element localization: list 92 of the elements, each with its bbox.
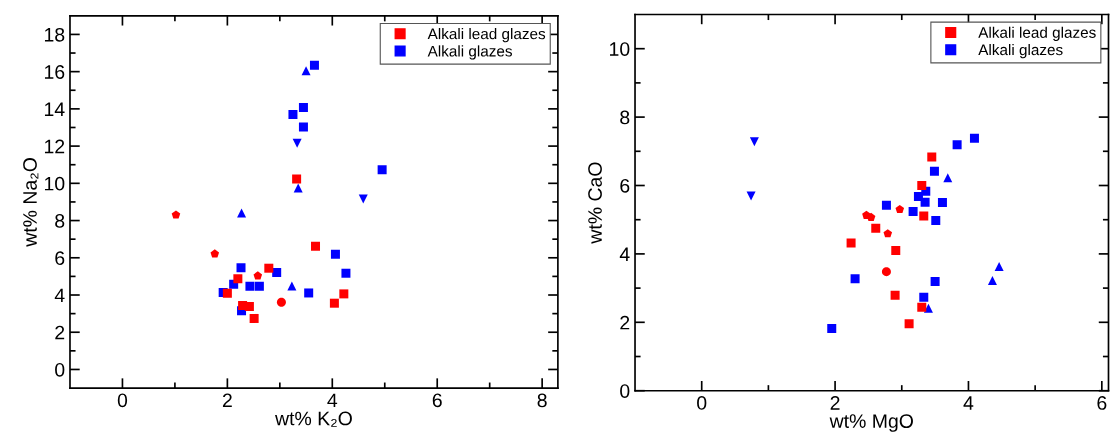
point (311, 241, 321, 251)
y-tick-label: 8 (620, 110, 630, 125)
y-tick-label: 0 (620, 384, 630, 398)
point (253, 271, 263, 280)
point (339, 289, 349, 299)
y-tick-label: 4 (54, 288, 65, 303)
y-tick-label: 6 (620, 178, 630, 193)
point (952, 140, 962, 150)
x-tick-label: 4 (963, 396, 974, 410)
point (244, 302, 254, 312)
y-tick-label: 4 (619, 247, 630, 261)
x-tick-label: 4 (327, 393, 338, 408)
point (881, 200, 891, 210)
point (846, 238, 856, 248)
x-tick-label: 0 (697, 396, 707, 410)
y-axis-title: wt% CaO (588, 162, 602, 244)
y-tick-label: 10 (610, 42, 630, 56)
point (913, 191, 923, 201)
point (827, 323, 837, 333)
y-tick-label: 18 (44, 27, 65, 42)
point (222, 288, 232, 298)
point (923, 303, 933, 313)
point (890, 290, 900, 300)
y-tick-label: 10 (44, 176, 65, 191)
point (919, 211, 929, 221)
x-axis-title: wt% K₂O (275, 411, 352, 427)
point (866, 212, 876, 221)
point (288, 109, 298, 119)
point (987, 276, 997, 286)
legend-label: Alkali glazes (427, 45, 512, 60)
x-tick-label: 6 (432, 393, 442, 408)
point (930, 277, 940, 287)
point (236, 263, 246, 273)
y-tick-label: 2 (55, 325, 65, 340)
point (237, 208, 247, 218)
point (881, 267, 891, 277)
y-tick-label: 12 (44, 139, 65, 154)
point (210, 249, 220, 258)
point (927, 152, 937, 162)
point (994, 262, 1004, 272)
point (891, 245, 901, 255)
y-tick-label: 8 (55, 214, 65, 228)
point (254, 281, 264, 291)
point (233, 274, 243, 284)
point (969, 133, 979, 143)
x-tick-label: 2 (222, 393, 232, 408)
point (917, 302, 927, 312)
point (276, 297, 286, 307)
point (904, 319, 914, 329)
x-tick-label: 2 (830, 396, 840, 410)
point (249, 313, 259, 323)
x-tick-label: 8 (537, 393, 547, 408)
y-tick-label: 0 (55, 362, 65, 377)
point (749, 137, 759, 147)
point (309, 60, 319, 70)
point (245, 281, 255, 291)
point (298, 102, 308, 112)
y-tick-label: 14 (44, 102, 65, 116)
point (937, 198, 947, 208)
point (919, 292, 929, 302)
point (358, 194, 368, 204)
point (850, 274, 860, 284)
point (931, 215, 941, 225)
point (292, 174, 302, 184)
point (304, 288, 314, 298)
y-tick-label: 2 (620, 315, 630, 330)
x-axis-title: wt% MgO (829, 414, 913, 432)
point (377, 165, 387, 175)
point (929, 166, 939, 176)
point (171, 210, 181, 219)
legend-label: Alkali lead glazes (978, 26, 1096, 41)
y-tick-label: 6 (55, 251, 65, 266)
point (264, 263, 274, 273)
point (292, 138, 302, 148)
point (301, 66, 311, 76)
y-axis-title: wt% Na₂O (23, 158, 39, 247)
point (330, 249, 340, 259)
point (920, 197, 930, 207)
point (272, 267, 282, 277)
x-tick-label: 0 (117, 393, 128, 408)
point (908, 206, 918, 216)
point (895, 204, 905, 214)
legend-label: Alkali glazes (978, 44, 1063, 59)
y-tick-label: 16 (44, 65, 65, 79)
point (329, 298, 339, 308)
point (298, 122, 308, 132)
point (917, 181, 927, 190)
point (871, 223, 881, 233)
x-tick-label: 6 (1097, 396, 1107, 410)
legend-label: Alkali lead glazes (427, 28, 546, 43)
point (341, 268, 351, 278)
point (883, 229, 893, 238)
